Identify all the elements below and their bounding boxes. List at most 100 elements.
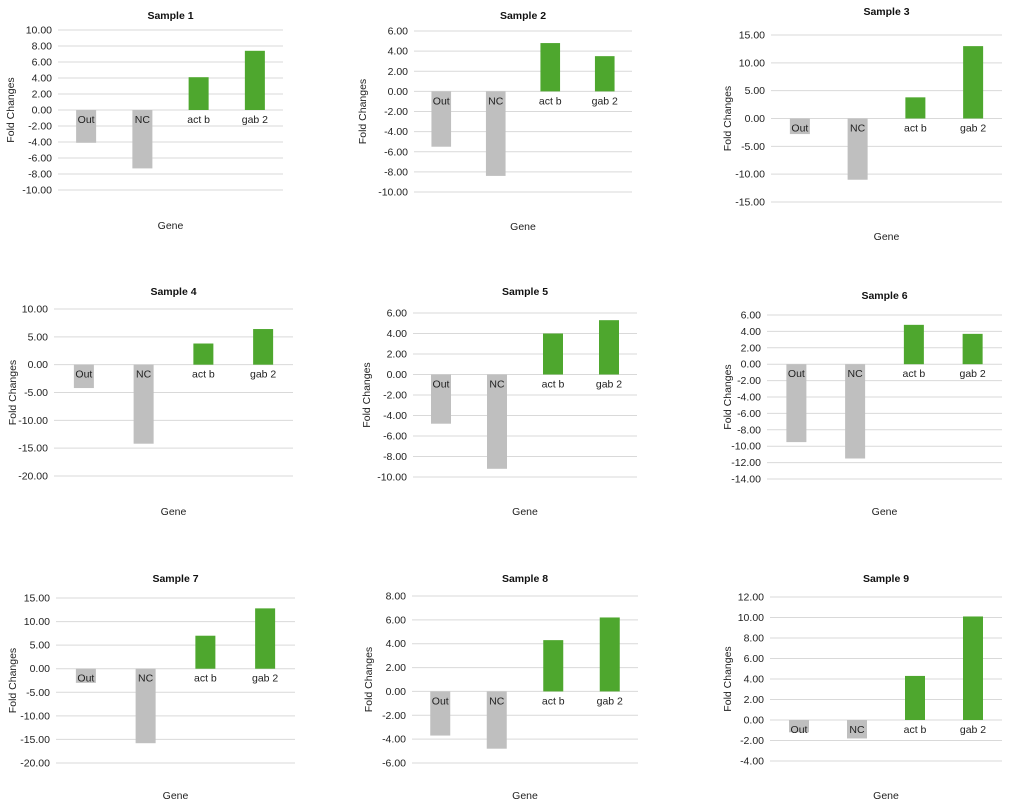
- category-label: act b: [542, 379, 565, 391]
- y-tick-label: -2.00: [382, 710, 406, 722]
- bar-act-b: [903, 324, 924, 365]
- y-tick-label: 2.00: [741, 342, 762, 354]
- bar-gab-2: [253, 329, 274, 365]
- x-axis-title: Gene: [874, 231, 900, 243]
- y-tick-label: -6.00: [28, 153, 52, 165]
- y-tick-label: 2.00: [388, 66, 409, 78]
- bar-nc: [132, 110, 153, 169]
- category-label: gab 2: [596, 379, 622, 391]
- bar-act-b: [905, 97, 926, 119]
- bar-gab-2: [963, 616, 983, 720]
- category-label: NC: [138, 673, 154, 685]
- y-tick-label: 4.00: [387, 328, 408, 340]
- category-label: gab 2: [250, 369, 276, 381]
- bar-act-b: [193, 343, 214, 365]
- category-label: gab 2: [959, 368, 985, 380]
- bar-nc: [135, 668, 156, 744]
- bar-act-b: [188, 77, 209, 110]
- y-axis-title: Fold Changes: [722, 364, 734, 429]
- chart-panel-8: Sample 8 8.00 6.00 4.00 2.00 0.00 -2.00 -4.00 -6…: [363, 573, 638, 802]
- y-tick-label: -2.00: [740, 735, 764, 747]
- y-tick-label: 4.00: [741, 326, 762, 338]
- x-axis-title: Gene: [158, 220, 184, 232]
- y-tick-label: -4.00: [384, 126, 408, 138]
- chart-panel-5: Sample 5 6.00 4.00 2.00 0.00 -2.00 -4.00 -6.00 -…: [361, 286, 637, 518]
- bar-out: [75, 668, 96, 683]
- bar-nc: [133, 364, 154, 444]
- y-tick-label: 10.00: [739, 57, 765, 69]
- category-label: Out: [432, 695, 449, 707]
- y-tick-label: 2.00: [386, 662, 407, 674]
- y-tick-label: -2.00: [737, 375, 761, 387]
- bar-act-b: [540, 43, 561, 92]
- bar-gab-2: [599, 320, 619, 375]
- category-label: Out: [791, 724, 808, 736]
- y-tick-label: 5.00: [745, 85, 766, 97]
- y-tick-label: -15.00: [20, 734, 50, 746]
- x-axis-title: Gene: [512, 790, 538, 802]
- chart-title: Sample 6: [861, 290, 907, 302]
- bar-nc: [847, 720, 867, 739]
- chart-title: Sample 5: [502, 286, 548, 298]
- y-tick-label: -4.00: [382, 734, 406, 746]
- y-tick-label: 8.00: [386, 591, 407, 603]
- chart-title: Sample 1: [147, 10, 193, 22]
- y-tick-label: -10.00: [378, 187, 408, 199]
- x-axis-title: Gene: [872, 506, 898, 518]
- category-label: act b: [904, 123, 927, 135]
- category-label: NC: [489, 695, 505, 707]
- y-tick-label: 10.00: [738, 612, 764, 624]
- y-axis-title: Fold Changes: [722, 86, 734, 151]
- bar-act-b: [543, 640, 564, 692]
- y-tick-label: -10.00: [20, 710, 50, 722]
- y-tick-label: -4.00: [737, 392, 761, 404]
- category-label: gab 2: [597, 695, 623, 707]
- x-axis-title: Gene: [873, 790, 899, 802]
- category-label: act b: [192, 369, 215, 381]
- category-label: Out: [77, 673, 94, 685]
- category-label: act b: [187, 114, 210, 126]
- y-tick-label: 4.00: [388, 46, 409, 58]
- y-tick-label: 10.00: [24, 616, 50, 628]
- y-tick-label: -20.00: [18, 471, 48, 483]
- y-tick-label: -6.00: [383, 431, 407, 443]
- bar-out: [789, 118, 810, 135]
- y-tick-label: -15.00: [735, 197, 765, 209]
- y-tick-label: 6.00: [386, 614, 407, 626]
- bar-gab-2: [244, 50, 265, 110]
- y-tick-label: -4.00: [383, 410, 407, 422]
- y-tick-label: 2.00: [387, 349, 408, 361]
- category-label: gab 2: [960, 724, 986, 736]
- x-axis-title: Gene: [163, 790, 189, 802]
- category-label: NC: [135, 114, 151, 126]
- y-tick-label: 0.00: [741, 359, 762, 371]
- category-label: Out: [788, 368, 805, 380]
- chart-title: Sample 7: [152, 573, 198, 585]
- bar-gab-2: [594, 56, 615, 92]
- y-tick-label: 4.00: [744, 674, 765, 686]
- y-tick-label: -4.00: [28, 137, 52, 149]
- x-axis-title: Gene: [512, 506, 538, 518]
- category-label: gab 2: [592, 95, 618, 107]
- y-tick-label: 8.00: [744, 633, 765, 645]
- y-tick-label: 6.00: [741, 310, 762, 322]
- x-axis-title: Gene: [161, 506, 187, 518]
- category-label: Out: [75, 369, 92, 381]
- bar-nc: [845, 364, 866, 459]
- y-tick-label: 4.00: [32, 73, 53, 85]
- bar-gab-2: [963, 46, 984, 119]
- bar-nc: [485, 91, 506, 176]
- y-tick-label: -6.00: [384, 146, 408, 158]
- y-tick-label: 5.00: [28, 331, 49, 343]
- chart-panel-2: Sample 2 6.00 4.00 2.00 0.00 -2.00 -4.00 -6.00 -…: [357, 10, 632, 233]
- y-tick-label: -10.00: [735, 169, 765, 181]
- category-label: act b: [902, 368, 925, 380]
- y-tick-label: 0.00: [386, 686, 407, 698]
- y-axis-title: Fold Changes: [361, 362, 373, 427]
- y-tick-label: 0.00: [28, 359, 49, 371]
- y-tick-label: -8.00: [383, 451, 407, 463]
- chart-panel-4: Sample 4 10.00 5.00 0.00 -5.00 -10.00 -15.00 -2…: [7, 286, 293, 518]
- y-tick-label: -2.00: [384, 106, 408, 118]
- chart-title: Sample 9: [863, 573, 909, 585]
- y-tick-label: 15.00: [739, 30, 765, 42]
